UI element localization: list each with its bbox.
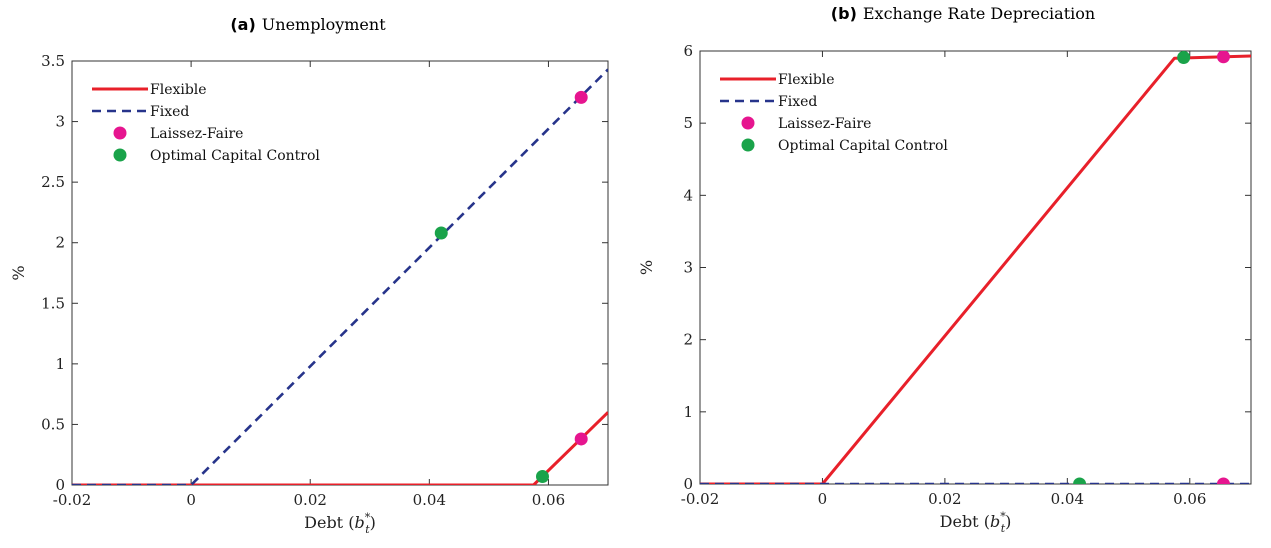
x-tick-label: 0.06 [532,491,565,509]
series-line-fixed [72,68,608,485]
y-tick-label: 0.5 [41,415,65,433]
legend-label: Fixed [150,104,189,120]
y-tick-label: 0 [683,475,693,493]
panel-title: Exchange Rate Depreciation [863,4,1095,23]
legend-label: Laissez-Faire [778,116,871,132]
y-tick-label: 0 [55,476,65,494]
marker-optimal-capital-control [434,226,448,240]
legend-label: Optimal Capital Control [778,138,948,154]
legend-marker-optimal-capital-control [113,148,127,162]
y-tick-label: 2.5 [41,173,65,191]
marker-laissez-faire [574,432,588,446]
y-tick-label: 1 [683,403,693,421]
x-axis-label-sub: t [1001,522,1006,535]
y-tick-label: 4 [683,186,693,204]
x-tick-label: 0 [818,490,828,508]
x-axis-label-main: Debt [304,513,344,532]
chart-title: (a) Unemployment [230,15,386,34]
y-tick-label: 5 [683,114,693,132]
legend-marker-laissez-faire [113,126,127,140]
chart-title: (b) Exchange Rate Depreciation [831,4,1095,23]
panel-exchange-rate-depreciation: (b) Exchange Rate Depreciation-0.02 0 0.02 0… [637,4,1252,535]
y-tick-label: 3.5 [41,52,65,70]
y-tick-label: 2 [55,234,65,252]
x-tick-label: 0.04 [413,491,446,509]
x-axis-label-var: b [990,512,1000,531]
y-tick-label: 2 [683,331,693,349]
legend-label: Optimal Capital Control [150,148,320,164]
legend: Flexible Fixed Laissez-Faire Optimal Capita… [92,82,320,164]
y-axis-label: % [637,260,656,275]
x-axis-label: Debt (b* t) [940,510,1012,535]
x-axis-label-sup: * [1000,510,1006,523]
marker-optimal-capital-control [1177,51,1191,64]
marker-laissez-faire [1216,477,1230,484]
marker-optimal-capital-control [535,470,549,484]
panel-tag: (b) [831,4,857,23]
legend-label: Flexible [778,72,835,88]
x-axis-label-main: Debt [940,512,980,531]
x-tick-label: 0.06 [1173,490,1206,508]
x-tick-label: 0.02 [928,490,961,508]
x-axis-label: Debt (b* t) [304,511,376,536]
legend-label: Fixed [778,94,817,110]
marker-laissez-faire [1216,51,1230,64]
y-tick-label: 3 [55,113,65,131]
x-tick-label: -0.02 [681,490,719,508]
legend-label: Laissez-Faire [150,126,243,142]
series-line-flexible [700,54,1251,484]
x-axis-label-sup: * [365,511,371,524]
legend: Flexible Fixed Laissez-Faire Optimal Capita… [720,72,948,154]
x-tick-label: 0.02 [294,491,327,509]
y-tick-label: 1 [55,355,65,373]
y-axis-label: % [9,265,28,280]
plot-area [72,68,608,485]
series-line-flexible [72,411,608,485]
marker-laissez-faire [574,90,588,104]
legend-label: Flexible [150,82,207,98]
marker-optimal-capital-control [1073,477,1087,484]
x-tick-label: 0.04 [1051,490,1084,508]
axes-box [71,60,609,486]
y-tick-label: 1.5 [41,294,65,312]
x-axis-label-sub: t [365,523,370,536]
panel-tag: (a) [230,15,255,34]
legend-marker-optimal-capital-control [741,138,755,152]
plot-area [700,51,1251,484]
x-tick-label: -0.02 [53,491,91,509]
x-axis-label-var: b [354,513,364,532]
panel-unemployment: (a) Unemployment-0.02 0 0.02 0.04 0.0600.511.… [9,15,609,536]
y-tick-label: 6 [683,42,693,60]
legend-marker-laissez-faire [741,116,755,130]
y-tick-label: 3 [683,259,693,277]
x-tick-label: 0 [186,491,196,509]
panel-title: Unemployment [262,15,386,34]
